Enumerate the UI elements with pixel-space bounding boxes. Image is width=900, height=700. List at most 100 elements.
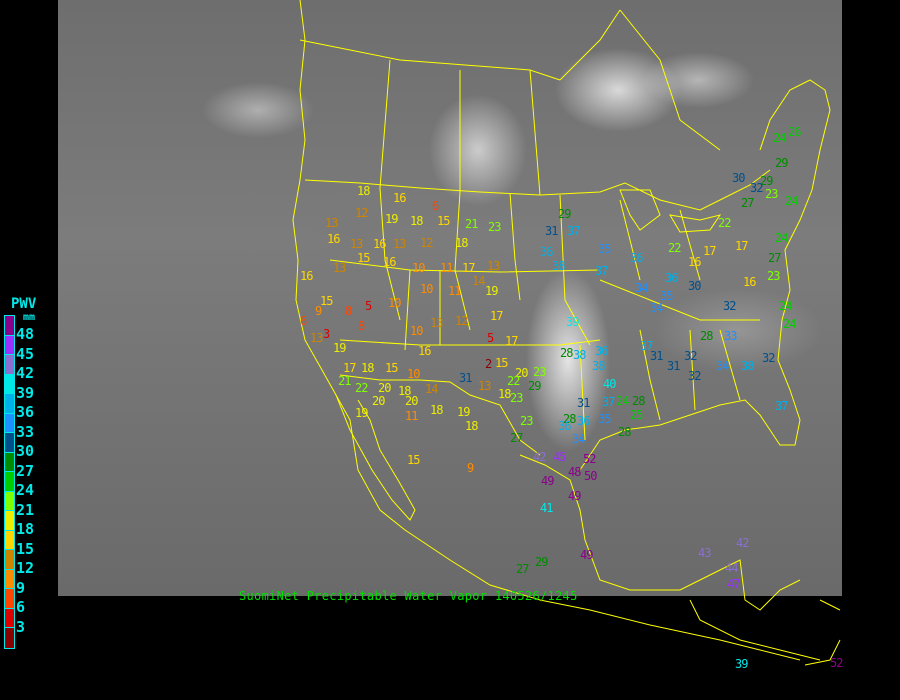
pwv-station-value: 44 (725, 561, 738, 575)
pwv-station-value: 15 (357, 251, 370, 265)
pwv-station-value: 14 (425, 382, 438, 396)
pwv-station-value: 36 (540, 245, 553, 259)
pwv-station-value: 38 (573, 348, 586, 362)
pwv-station-value: 32 (750, 181, 763, 195)
pwv-station-value: 16 (383, 255, 396, 269)
map-caption: SuomiNet Precipitable Water Vapor 140526… (239, 589, 578, 603)
pwv-station-value: 12 (420, 236, 433, 250)
pwv-station-value: 24 (785, 194, 798, 208)
pwv-station-value: 8 (345, 304, 352, 318)
pwv-station-value: 29 (775, 156, 788, 170)
legend-swatch (5, 589, 14, 609)
pwv-station-value: 29 (528, 379, 541, 393)
pwv-station-value: 6 (432, 199, 439, 213)
pwv-station-value: 36 (595, 344, 608, 358)
pwv-station-value: 22 (718, 216, 731, 230)
pwv-station-value: 24 (775, 231, 788, 245)
pwv-station-value: 28 (632, 394, 645, 408)
pwv-station-value: 33 (724, 329, 737, 343)
legend-swatch (5, 355, 14, 375)
pwv-station-value: 32 (684, 349, 697, 363)
pwv-station-value: 20 (372, 394, 385, 408)
legend-swatch (5, 335, 14, 355)
pwv-station-value: 32 (688, 369, 701, 383)
legend-swatch (5, 628, 14, 648)
legend-label: 12 (16, 559, 35, 577)
legend-title: PWV (11, 296, 37, 312)
baja-peninsula (335, 394, 416, 521)
pwv-station-value: 41 (540, 501, 553, 515)
legend-label: 21 (16, 500, 35, 519)
pwv-station-value: 39 (735, 657, 748, 671)
pwv-station-value: 3 (323, 327, 330, 341)
pwv-station-value: 13 (325, 216, 338, 230)
pwv-station-value: 31 (459, 371, 472, 385)
pwv-station-value: 42 (736, 536, 749, 550)
pwv-station-value: 24 (616, 394, 629, 408)
legend-label: 48 (16, 325, 35, 343)
pwv-station-value: 17 (703, 244, 716, 258)
legend-swatch (5, 452, 14, 472)
pwv-station-value: 38 (741, 359, 754, 373)
pwv-station-value: 10 (420, 282, 433, 296)
legend-label: 24 (16, 481, 35, 499)
pwv-station-value: 14 (472, 274, 485, 288)
pwv-station-value: 10 (412, 261, 425, 275)
legend-label: 33 (16, 422, 35, 441)
legend-swatch (5, 374, 14, 394)
pwv-station-value: 23 (488, 220, 501, 234)
pwv-station-value: 19 (355, 406, 368, 420)
pwv-station-value: 37 (595, 264, 608, 278)
pwv-station-value: 19 (333, 341, 346, 355)
pwv-station-value: 21 (465, 217, 478, 231)
legend-unit: mm (23, 312, 36, 323)
pwv-station-value: 17 (735, 239, 748, 253)
pwv-station-value: 38 (592, 359, 605, 373)
pwv-station-value: 6 (300, 314, 307, 328)
legend-label: 45 (16, 344, 35, 363)
pwv-station-value: 17 (505, 334, 518, 348)
pwv-station-value: 49 (541, 474, 554, 488)
pwv-station-value: 20 (515, 366, 528, 380)
pwv-station-value: 21 (338, 374, 351, 388)
legend-label: 27 (16, 461, 35, 480)
pwv-station-value: 37 (567, 224, 580, 238)
pwv-station-value: 13 (333, 261, 346, 275)
pwv-station-value: 49 (580, 548, 593, 562)
pwv-station-value: 15 (385, 361, 398, 375)
pwv-station-value: 23 (510, 391, 523, 405)
pwv-station-value: 23 (765, 187, 778, 201)
pwv-station-value: 10 (388, 296, 401, 310)
pwv-station-value: 8 (358, 319, 365, 333)
pwv-station-value: 10 (407, 367, 420, 381)
pwv-station-value: 18 (398, 384, 411, 398)
pwv-color-scale (4, 315, 15, 649)
pwv-station-value: 37 (775, 399, 788, 413)
pwv-station-value: 16 (300, 269, 313, 283)
pwv-station-value: 37 (640, 339, 653, 353)
pwv-station-value: 35 (598, 412, 611, 426)
pwv-station-value: 52 (830, 656, 843, 670)
pwv-station-value: 27 (516, 562, 529, 576)
legend-swatch (5, 472, 14, 492)
pwv-station-value: 16 (743, 275, 756, 289)
pwv-station-value: 23 (520, 414, 533, 428)
pwv-station-value: 15 (320, 294, 333, 308)
pwv-station-value: 31 (577, 396, 590, 410)
pwv-station-value: 29 (535, 555, 548, 569)
legend-label: 15 (16, 539, 35, 558)
pwv-station-value: 47 (727, 577, 740, 591)
pwv-station-value: 20 (405, 394, 418, 408)
legend-swatch (5, 413, 14, 433)
pwv-station-value: 18 (455, 236, 468, 250)
pwv-station-value: 24 (779, 299, 792, 313)
pwv-station-value: 27 (768, 251, 781, 265)
canada-provinces (299, 9, 721, 196)
legend-label: 39 (16, 383, 35, 402)
legend-swatch (5, 491, 14, 511)
pwv-station-value: 26 (788, 125, 801, 139)
gulf-coast-us (579, 79, 831, 471)
pwv-station-value: 32 (723, 299, 736, 313)
